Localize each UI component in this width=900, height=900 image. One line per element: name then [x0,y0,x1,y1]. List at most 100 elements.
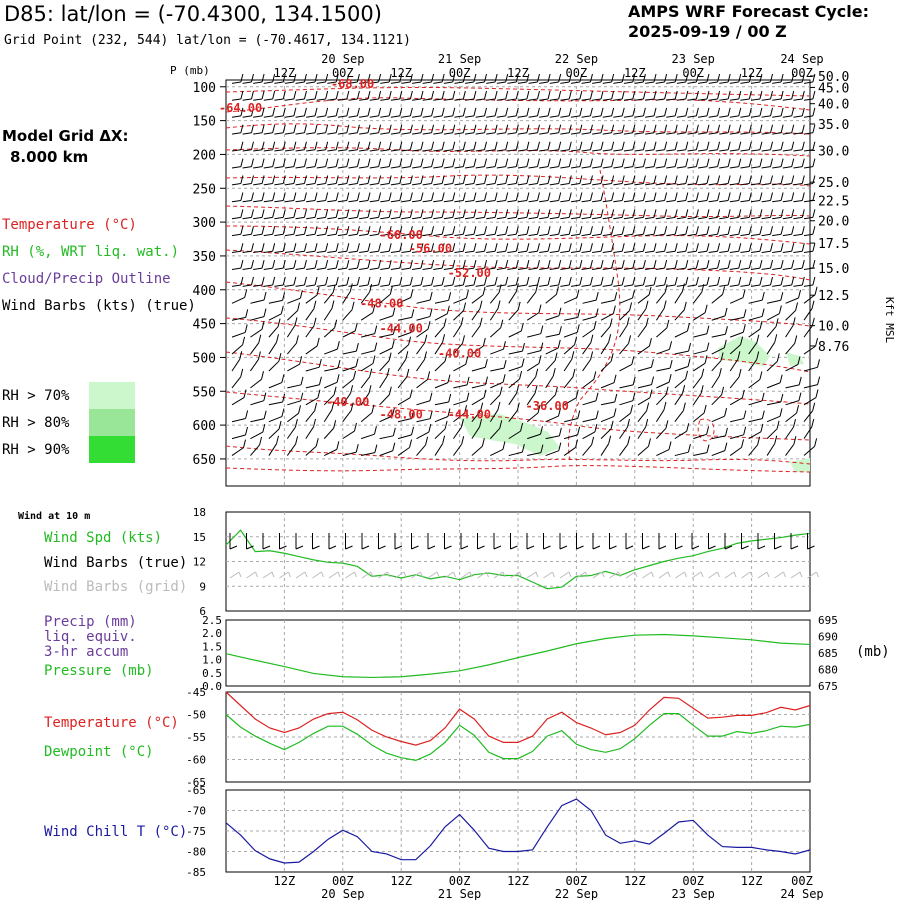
wind-barb-flag [770,260,774,269]
wind-barb-flag [571,351,575,360]
wind-barb-flag [600,73,604,83]
wind-barb-flag [589,243,593,252]
wind-barb-staff [560,166,570,169]
wind-barb-flag [356,209,360,218]
wind-barb-flag [591,436,595,445]
wind-barb-staff [274,98,284,101]
wind-barb-staff [390,81,400,84]
wind-barb-flag [388,276,392,286]
wind-barb-staff [342,350,357,355]
wind-barb-flag [303,90,307,100]
bottom-date-label: 23 Sep [672,887,715,900]
wind-barb-flag [664,260,668,269]
wind-barb-flag [282,260,286,269]
wind-barb-flag [429,291,433,301]
wind-barb-staff [401,216,411,220]
wind-barb-flag [621,73,625,83]
wind-barb-staff [348,149,358,152]
wind-barb-staff [306,81,316,84]
wind-barb-staff [496,132,506,135]
wind-barb-staff [454,199,464,203]
wind-barb-staff [687,166,697,169]
wind-barb-flag [748,124,752,133]
wind-barb-staff [242,284,252,287]
wind-barb-staff [295,149,305,152]
wind-barb-grid-flag [601,571,605,578]
wind-barb-staff [359,284,369,287]
wind-barb-flag [759,209,763,218]
wind-barb-staff [563,434,578,440]
wind-barb-staff [528,166,538,169]
wind-barb-true-flag [345,545,353,550]
wind-barb-flag [441,209,445,218]
wind-barb-flag [664,276,668,286]
wind-barb-flag [812,158,816,167]
wind-barb-staff [766,313,780,321]
wind-barb-grid [229,571,240,579]
wind-barb-staff [464,233,475,237]
wind-barb-staff [274,149,284,152]
wind-barb-flag [642,260,646,269]
wind-barb-flag [420,243,424,252]
wind-barb-staff [526,312,540,321]
wind-barb-staff [719,166,729,169]
wind-barb-flag [717,243,721,252]
wind-barb-flag [653,158,657,167]
wind-barb-staff [295,199,305,203]
wind-barb-staff [549,132,559,135]
wind-barb-staff [803,115,813,118]
wind-barb-flag [313,317,317,326]
wind-barb-grid-flag [387,571,390,578]
wind-barb-staff [253,81,263,84]
wind-barb-staff [379,375,388,389]
wind-barb-staff [348,183,358,186]
wind-barb-flag [812,73,816,83]
wind-barb-flag [378,243,382,252]
wind-barb-flag [791,175,795,184]
top-date-label: 20 Sep [321,52,364,66]
wind-barb-flag [723,339,727,348]
wind-barb-flag [706,426,710,435]
wind-barb-true-flag [807,545,815,550]
wind-barb-staff [600,443,610,456]
wind-barb-staff [793,250,803,254]
wind-barb-flag [494,175,498,184]
wind-barb-flag [727,124,731,133]
wind-barb-flag [685,90,689,100]
wind-barb-staff [708,149,718,152]
wind-barb-flag [589,175,593,184]
wind-barb-staff [416,418,431,423]
wind-barb-staff [242,166,252,169]
wind-barb-flag [272,141,276,150]
wind-barb-flag [651,376,655,385]
wind-barb-staff [581,233,591,237]
wind-barb-flag [801,209,805,218]
wind-barb-flag [261,90,265,100]
wind-barb-flag [431,192,435,201]
wind-barb-staff [803,397,817,406]
contour-line [697,418,715,442]
wind-barb-staff [619,412,631,423]
wind-barb-flag [779,408,783,417]
temperature-contour-label: -48.00 [360,296,403,310]
wind-barb-staff [613,267,623,270]
wind-barb-flag [303,73,307,83]
wind-barb-flag [727,276,731,286]
wind-barb-staff [379,394,390,406]
wind-barb-flag [770,158,774,167]
contour-line [225,86,811,97]
wind-barb-staff [645,115,655,118]
wind-barb-staff [342,378,354,389]
wind-barb-flag [354,322,358,332]
wind-barb-true-flag [642,545,650,550]
wind-barb-flag [748,158,752,167]
wind-barb-staff [750,115,761,118]
wind-barb-staff [443,132,453,135]
wind-barb-staff [295,166,305,169]
wind-barb-staff [359,166,369,169]
wind-barb-flag [558,73,562,83]
wind-barb-flag [611,90,615,100]
wind-barb-flag [420,192,424,201]
wind-barb-flag [282,276,286,286]
wind-barb-flag [547,276,551,286]
